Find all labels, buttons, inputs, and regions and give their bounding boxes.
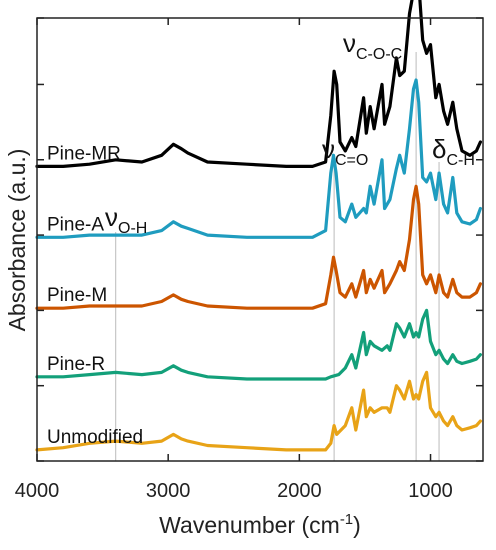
x-tick-label-2000: 2000 bbox=[277, 480, 322, 502]
x-tick-label-3000: 3000 bbox=[146, 480, 191, 502]
series-label-pine-r: Pine-R bbox=[47, 354, 105, 375]
plot-frame bbox=[36, 17, 484, 462]
series-label-pine-mr: Pine-MR bbox=[47, 143, 121, 164]
annotation-o-h: νO-H bbox=[105, 202, 147, 237]
series-group bbox=[35, 0, 482, 452]
series-label-unmodified: Unmodified bbox=[47, 427, 143, 448]
series-line-pine-r bbox=[35, 308, 482, 381]
x-axis-title: Wavenumber (cm-1) bbox=[159, 511, 361, 538]
annotation-c-h: δC-H bbox=[432, 134, 475, 169]
series-label-pine-a: Pine-A bbox=[47, 214, 104, 235]
annotation-c-o: νC=O bbox=[322, 134, 368, 169]
series-line-pine-mr bbox=[35, 0, 482, 168]
annotation-lines bbox=[115, 52, 440, 461]
series-line-pine-m bbox=[35, 184, 482, 310]
series-label-pine-m: Pine-M bbox=[47, 285, 107, 306]
annotations: νO-H νC=O νC-O-C δC-H bbox=[105, 28, 475, 237]
x-tick-label-1000: 1000 bbox=[408, 480, 453, 502]
series-line-unmodified bbox=[35, 370, 482, 452]
series-labels: Pine-MR Pine-A Pine-M Pine-R Unmodified bbox=[47, 143, 143, 448]
annotation-c-o-c: νC-O-C bbox=[343, 28, 402, 63]
ticks-group: 4000 3000 2000 1000 bbox=[15, 17, 483, 502]
series-line-pine-a bbox=[35, 78, 482, 239]
y-axis-title: Absorbance (a.u.) bbox=[4, 149, 30, 332]
x-tick-label-4000: 4000 bbox=[15, 480, 60, 502]
